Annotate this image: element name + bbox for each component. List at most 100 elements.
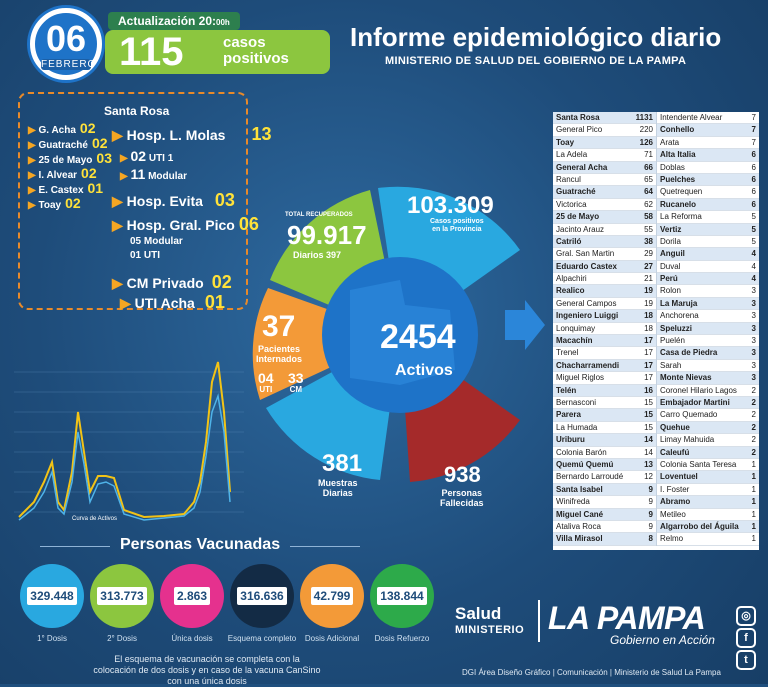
locality-count: 1131	[635, 113, 653, 122]
table-row: Bernasconi 15	[553, 397, 656, 410]
table-row: Dorila 5	[657, 236, 759, 249]
hospital-left-count: 03	[96, 150, 112, 166]
instagram-icon[interactable]: ◎	[736, 606, 756, 626]
locality-count: 13	[644, 459, 653, 469]
locality-name: Puelches	[660, 174, 696, 184]
table-row: Colonia Barón 14	[553, 447, 656, 459]
locality-name: Lonquimay	[556, 323, 596, 333]
locality-name: La Maruja	[660, 298, 698, 308]
facebook-icon[interactable]: f	[736, 628, 756, 648]
table-row: Santa Isabel 9	[553, 483, 656, 497]
hospital-left-count: 01	[87, 180, 104, 196]
hospital-molas: ▶ Hosp. L. Molas 13	[112, 124, 272, 144]
hospital-pico: ▶ Hosp. Gral. Pico 06	[112, 214, 259, 234]
locality-count: 18	[644, 323, 653, 333]
locality-name: Rancul	[556, 174, 581, 184]
daily-cases-box: 115 casos positivos	[105, 30, 330, 74]
locality-name: Winifreda	[556, 497, 590, 507]
privado-count: 02	[211, 272, 232, 292]
pico-count: 06	[238, 214, 259, 234]
locality-count: 15	[644, 422, 653, 432]
table-row: Ataliva Roca 9	[553, 521, 656, 534]
locality-name: Rolon	[660, 286, 681, 296]
vaccine-label-5: Dosis Refuerzo	[374, 634, 430, 643]
locality-name: Caleufú	[660, 447, 690, 457]
date-badge: 06 FEBRERO	[30, 8, 102, 80]
table-row: Trenel 17	[553, 347, 656, 360]
vaccine-value: 313.773	[97, 587, 147, 605]
recovered-daily: Diarios 397	[293, 250, 341, 260]
locality-count: 29	[644, 249, 653, 259]
locality-name: Abramo	[660, 497, 691, 507]
locality-name: Carro Quemado	[660, 410, 718, 420]
table-row: Puelén 3	[657, 335, 759, 348]
locality-count: 19	[644, 286, 653, 296]
locality-name: Duval	[660, 261, 681, 271]
hospital-left-5: ▶ Toay 02	[28, 195, 81, 211]
deaths-label: Personas Fallecidas	[440, 488, 484, 508]
table-row: Embajador Martini 2	[657, 396, 759, 410]
vaccine-value: 42.799	[310, 587, 354, 605]
table-row: Caleufú 2	[657, 446, 759, 459]
table-row: Chacharramendi 17	[553, 359, 656, 373]
hospital-left-count: 02	[65, 195, 81, 211]
locality-name: Speluzzi	[660, 323, 693, 333]
hospital-left-3: ▶ I. Alvear 02	[28, 165, 97, 181]
locality-name: Colonia Barón	[556, 447, 607, 457]
locality-name: Jacinto Arauz	[556, 224, 605, 234]
locality-name: Ataliva Roca	[556, 521, 601, 531]
table-row: 25 de Mayo 58	[553, 211, 656, 224]
table-row: Macachín 17	[553, 335, 656, 348]
locality-name: Puelén	[660, 336, 685, 346]
table-row: Alta Italia 6	[657, 149, 759, 162]
locality-count: 2	[751, 422, 756, 432]
daily-cases-number: 115	[119, 30, 184, 74]
table-row: Victorica 62	[553, 199, 656, 212]
date-day: 06	[45, 18, 87, 59]
molas-uti-n: 02	[130, 148, 147, 164]
locality-count: 3	[751, 323, 756, 333]
table-row: Lonquimay 18	[553, 323, 656, 336]
active-number: 2454	[380, 318, 456, 356]
locality-name: Macachín	[556, 336, 593, 346]
lapampa-slogan: Gobierno en Acción	[610, 633, 715, 647]
locality-name: Gral. San Martin	[556, 249, 615, 259]
locality-count: 66	[644, 162, 653, 172]
locality-name: Realico	[556, 286, 585, 296]
hospital-left-name: Toay	[38, 200, 62, 211]
vaccine-label-3: Esquema completo	[227, 634, 297, 643]
table-row: Sarah 3	[657, 360, 759, 373]
locality-count: 3	[751, 286, 756, 296]
molas-count: 13	[251, 124, 272, 144]
locality-name: Alta Italia	[660, 150, 696, 160]
molas-name: Hosp. L. Molas	[126, 127, 226, 143]
locality-count: 9	[648, 484, 653, 494]
locality-count: 9	[648, 497, 653, 507]
hospital-privado: ▶ CM Privado 02	[112, 272, 232, 292]
locality-count: 7	[751, 137, 756, 147]
acha-count: 01	[204, 292, 225, 312]
table-row: Limay Mahuida 2	[657, 434, 759, 447]
table-row: Catriló 38	[553, 235, 656, 249]
table-row: I. Foster 1	[657, 484, 759, 497]
locality-name: Miguel Cané	[556, 509, 604, 519]
locality-count: 7	[751, 113, 756, 122]
locality-count: 220	[639, 125, 653, 135]
hospital-left-name: 25 de Mayo	[38, 155, 93, 166]
locality-name: Relmo	[660, 534, 684, 544]
evita-name: Hosp. Evita	[126, 193, 203, 209]
locality-count: 2	[751, 385, 756, 395]
localities-table: Santa Rosa 1131 General Pico 220 Toay 126 La A…	[553, 112, 759, 550]
active-label: Activos	[395, 362, 453, 379]
locality-count: 38	[644, 236, 653, 246]
recovered-label: TOTAL RECUPERADOS	[285, 212, 353, 218]
locality-name: Bernasconi	[556, 397, 597, 407]
locality-name: Uriburu	[556, 435, 585, 445]
twitter-icon[interactable]: t	[736, 650, 756, 670]
table-row: Puelches 6	[657, 173, 759, 187]
vaccines-title: Personas Vacunadas	[120, 536, 281, 553]
logo-divider	[538, 600, 540, 642]
locality-name: Colonia Santa Teresa	[660, 459, 737, 469]
locality-count: 4	[751, 274, 756, 284]
hospital-left-2: ▶ 25 de Mayo 03	[28, 150, 112, 166]
